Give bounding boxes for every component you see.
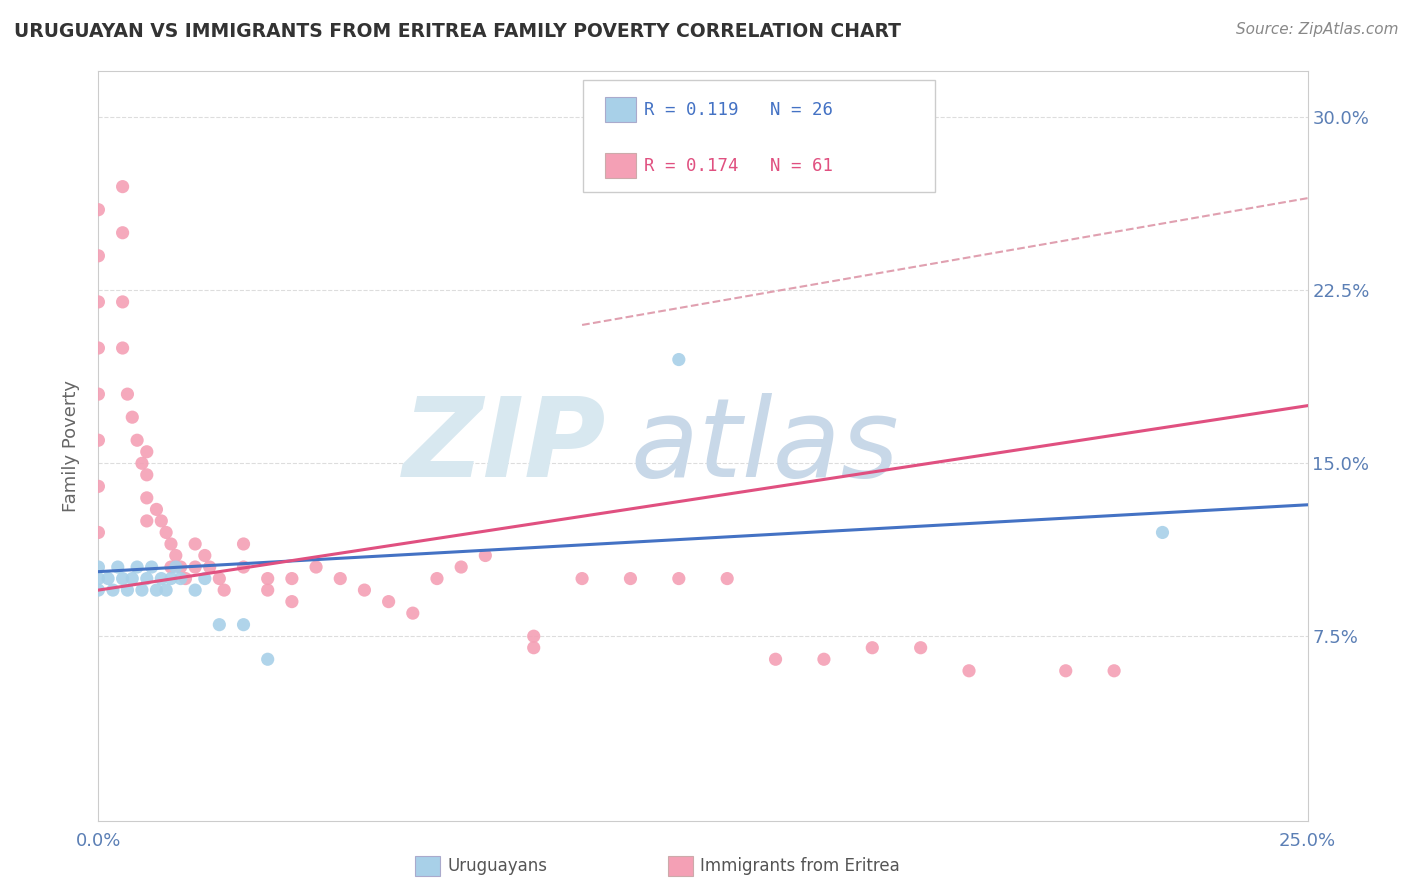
Point [135, 514, 157, 528]
Point [135, 491, 157, 505]
Point [668, 352, 690, 367]
Point [232, 560, 254, 574]
Text: ZIP: ZIP [402, 392, 606, 500]
Point [87, 560, 110, 574]
Text: Uruguayans: Uruguayans [447, 857, 547, 875]
Point [523, 629, 546, 643]
Point [765, 652, 787, 666]
Point [111, 572, 134, 586]
Point [135, 467, 157, 482]
Point [1102, 664, 1125, 678]
Point [111, 294, 134, 309]
Text: R = 0.119   N = 26: R = 0.119 N = 26 [644, 101, 832, 119]
Point [87, 434, 110, 448]
Point [165, 560, 187, 574]
Point [160, 572, 183, 586]
Point [131, 456, 153, 470]
Point [813, 652, 835, 666]
Point [141, 560, 163, 574]
Point [523, 640, 546, 655]
Point [208, 617, 231, 632]
Point [87, 249, 110, 263]
Point [198, 560, 221, 574]
Point [232, 537, 254, 551]
Point [212, 583, 235, 598]
Point [117, 387, 139, 401]
Point [111, 226, 134, 240]
Text: Source: ZipAtlas.com: Source: ZipAtlas.com [1236, 22, 1399, 37]
Point [305, 560, 328, 574]
Point [111, 341, 134, 355]
Point [160, 560, 183, 574]
Point [87, 525, 110, 540]
Point [87, 583, 110, 598]
Text: Immigrants from Eritrea: Immigrants from Eritrea [700, 857, 900, 875]
Point [402, 606, 425, 620]
Point [957, 664, 980, 678]
Point [117, 583, 139, 598]
Point [256, 583, 278, 598]
Point [184, 560, 207, 574]
Point [194, 572, 217, 586]
Point [101, 583, 124, 598]
Point [377, 594, 399, 608]
Point [87, 479, 110, 493]
Point [127, 434, 149, 448]
Point [165, 549, 187, 563]
Point [353, 583, 375, 598]
Point [184, 537, 207, 551]
Y-axis label: Family Poverty: Family Poverty [62, 380, 80, 512]
Point [97, 572, 120, 586]
Point [208, 572, 231, 586]
Point [121, 410, 143, 425]
Point [232, 617, 254, 632]
Point [450, 560, 472, 574]
Point [1054, 664, 1077, 678]
Point [256, 652, 278, 666]
Point [145, 502, 167, 516]
Point [256, 572, 278, 586]
Text: URUGUAYAN VS IMMIGRANTS FROM ERITREA FAMILY POVERTY CORRELATION CHART: URUGUAYAN VS IMMIGRANTS FROM ERITREA FAM… [14, 22, 901, 41]
Point [87, 202, 110, 217]
Point [910, 640, 932, 655]
Point [111, 179, 134, 194]
Point [668, 572, 690, 586]
Point [281, 594, 304, 608]
Text: atlas: atlas [630, 392, 898, 500]
Point [619, 572, 641, 586]
Point [860, 640, 883, 655]
Point [571, 572, 593, 586]
Point [281, 572, 304, 586]
Point [131, 583, 153, 598]
Point [127, 560, 149, 574]
Point [87, 572, 110, 586]
Point [329, 572, 352, 586]
Point [135, 572, 157, 586]
Point [107, 560, 129, 574]
Point [160, 537, 183, 551]
Point [145, 583, 167, 598]
Point [184, 583, 207, 598]
Point [716, 572, 738, 586]
Text: R = 0.174   N = 61: R = 0.174 N = 61 [644, 157, 832, 175]
Point [155, 583, 177, 598]
Point [474, 549, 496, 563]
Point [155, 525, 177, 540]
Point [174, 572, 197, 586]
Point [426, 572, 449, 586]
Point [135, 444, 157, 458]
Point [87, 387, 110, 401]
Point [121, 572, 143, 586]
Point [1152, 525, 1174, 540]
Point [87, 341, 110, 355]
Point [150, 572, 173, 586]
Point [87, 294, 110, 309]
Point [169, 572, 191, 586]
Point [194, 549, 217, 563]
Point [169, 560, 191, 574]
Point [150, 514, 173, 528]
